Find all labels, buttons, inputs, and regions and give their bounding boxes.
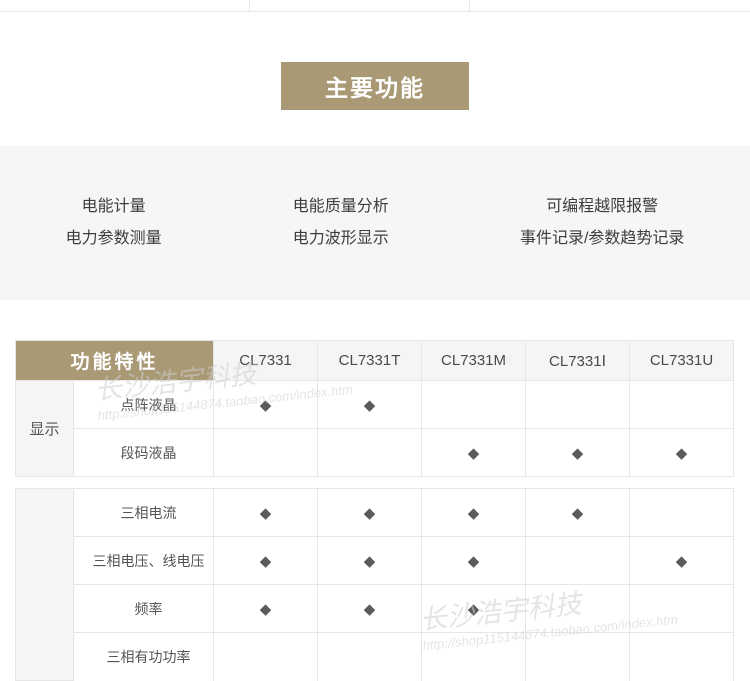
- cell-mark: ◆: [318, 489, 422, 537]
- cell-mark: ◆: [422, 489, 526, 537]
- feature-band: 电能计量 电力参数测量 电能质量分析 电力波形显示 可编程越限报警 事件记录/参…: [0, 146, 750, 300]
- cell-mark: [630, 381, 734, 429]
- row-label: 点阵液晶: [74, 381, 214, 429]
- table-row: 三相电流 ◆ ◆ ◆ ◆: [16, 489, 734, 537]
- table-header-row: 功能特性 CL7331 CL7331T CL7331M CL7331Ⅰ CL73…: [16, 341, 734, 381]
- cell-mark: [214, 429, 318, 477]
- table-row: 显示 点阵液晶 ◆ ◆: [16, 381, 734, 429]
- cell-mark: ◆: [422, 537, 526, 585]
- row-group-spec: [16, 489, 74, 681]
- band-text: 电能质量分析: [293, 191, 389, 223]
- feature-table: 功能特性 CL7331 CL7331T CL7331M CL7331Ⅰ CL73…: [15, 340, 734, 681]
- cell-mark: [630, 585, 734, 633]
- table-row: 三相电压、线电压 ◆ ◆ ◆ ◆: [16, 537, 734, 585]
- col-head: CL7331: [214, 341, 318, 381]
- cell-mark: ◆: [422, 429, 526, 477]
- cell-mark: [630, 489, 734, 537]
- feature-table-wrap: 功能特性 CL7331 CL7331T CL7331M CL7331Ⅰ CL73…: [0, 340, 750, 681]
- table-gap: [16, 477, 734, 489]
- table-row: 三相有功功率: [16, 633, 734, 681]
- col-head: CL7331U: [630, 341, 734, 381]
- cell-mark: [214, 633, 318, 681]
- cell-mark: ◆: [526, 429, 630, 477]
- cell-mark: ◆: [214, 381, 318, 429]
- cell-mark: ◆: [630, 537, 734, 585]
- section-title: 主要功能: [281, 62, 469, 110]
- cell-mark: [422, 633, 526, 681]
- band-text: 电能计量: [66, 191, 162, 223]
- cell-mark: ◆: [318, 537, 422, 585]
- cell-mark: ◆: [214, 585, 318, 633]
- top-divider-cell: [0, 0, 250, 12]
- band-text: 电力波形显示: [293, 223, 389, 255]
- cell-mark: [526, 633, 630, 681]
- row-label: 频率: [74, 585, 214, 633]
- band-col-3: 可编程越限报警 事件记录/参数趋势记录: [520, 191, 684, 255]
- row-label: 三相有功功率: [74, 633, 214, 681]
- top-divider: [0, 0, 750, 12]
- band-col-2: 电能质量分析 电力波形显示: [293, 191, 389, 255]
- cell-mark: [630, 633, 734, 681]
- row-label: 段码液晶: [74, 429, 214, 477]
- col-head: CL7331M: [422, 341, 526, 381]
- table-row: 频率 ◆ ◆ ◆: [16, 585, 734, 633]
- cell-mark: ◆: [422, 585, 526, 633]
- row-group-display: 显示: [16, 381, 74, 477]
- section-title-wrap: 主要功能: [0, 62, 750, 110]
- top-divider-cell: [250, 0, 470, 12]
- cell-mark: [318, 633, 422, 681]
- row-label: 三相电流: [74, 489, 214, 537]
- band-text: 电力参数测量: [66, 223, 162, 255]
- cell-mark: ◆: [214, 489, 318, 537]
- cell-mark: [318, 429, 422, 477]
- col-head: CL7331Ⅰ: [526, 341, 630, 381]
- row-label: 三相电压、线电压: [74, 537, 214, 585]
- table-corner: 功能特性: [16, 341, 214, 381]
- cell-mark: ◆: [214, 537, 318, 585]
- band-text: 事件记录/参数趋势记录: [520, 223, 684, 255]
- band-col-1: 电能计量 电力参数测量: [66, 191, 162, 255]
- band-text: 可编程越限报警: [520, 191, 684, 223]
- cell-mark: [526, 381, 630, 429]
- col-head: CL7331T: [318, 341, 422, 381]
- cell-mark: ◆: [526, 489, 630, 537]
- cell-mark: [526, 585, 630, 633]
- table-row: 段码液晶 ◆ ◆ ◆: [16, 429, 734, 477]
- cell-mark: ◆: [630, 429, 734, 477]
- cell-mark: ◆: [318, 381, 422, 429]
- cell-mark: [422, 381, 526, 429]
- cell-mark: ◆: [318, 585, 422, 633]
- cell-mark: [526, 537, 630, 585]
